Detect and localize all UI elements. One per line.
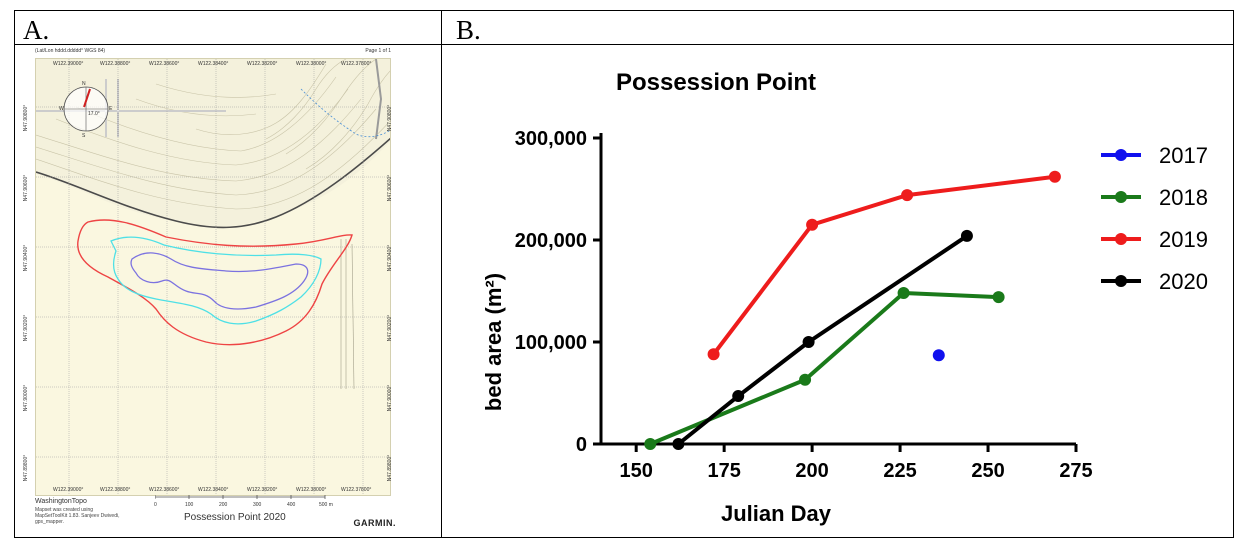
y-tick-label: 300,000	[515, 128, 587, 150]
lat-label-left: N47.90600°	[23, 174, 30, 202]
lon-label-top: W122.38400°	[198, 61, 229, 67]
data-point-2018	[992, 291, 1005, 304]
chart-title: Possession Point	[616, 69, 816, 96]
data-point-2018	[897, 287, 910, 300]
series-line-2019	[712, 174, 1056, 356]
x-axis-label: Julian Day	[721, 501, 832, 526]
lat-label-left: N47.90800°	[23, 104, 30, 132]
data-point-2018	[799, 373, 812, 386]
data-point-2019	[901, 189, 914, 202]
y-axis-label: bed area (m²)	[481, 273, 506, 411]
map-source-line: MapSetToolKit 1.83. Sanjeev Dwivedi,	[35, 513, 120, 519]
data-point-2020	[732, 390, 745, 403]
lon-label-top: W122.38600°	[149, 61, 180, 67]
panel-a-label: A.	[23, 15, 50, 45]
map-title: Possession Point 2020	[184, 512, 286, 523]
bed-outline-cyan	[110, 236, 322, 325]
x-tick-label: 225	[883, 460, 916, 482]
compass-e: E	[109, 106, 113, 112]
compass-value: 17.0°	[88, 111, 100, 117]
compass-s: S	[82, 133, 86, 139]
panel-divider	[441, 11, 442, 537]
lat-label-right: N47.89800°	[387, 454, 394, 482]
y-tick-label: 100,000	[515, 332, 587, 354]
lon-label-bottom: W122.38200°	[247, 487, 278, 493]
bed-area-chart: Possession Point 0 100,000 200,000 300,000 1…	[481, 69, 1208, 526]
lon-label-top: W122.37800°	[341, 61, 372, 67]
legend-marker-2017	[1115, 149, 1127, 161]
compass-w: W	[59, 106, 64, 112]
scale-label: 300	[253, 502, 262, 508]
x-tick-label: 150	[619, 460, 652, 482]
chart-series	[644, 170, 1061, 450]
map-canvas: N S W E 17.0°	[35, 58, 391, 496]
lon-label-top: W122.38200°	[247, 61, 278, 67]
lon-label-top: W122.38800°	[100, 61, 131, 67]
header-divider	[15, 44, 1233, 45]
lon-label-bottom: W122.38400°	[198, 487, 229, 493]
x-tick-label: 275	[1059, 460, 1092, 482]
legend-label-2017: 2017	[1159, 143, 1208, 168]
bed-outline-red	[77, 219, 353, 346]
legend-label-2020: 2020	[1159, 269, 1208, 294]
legend-label-2019: 2019	[1159, 227, 1208, 252]
shoreline	[36, 137, 390, 229]
lat-label-right: N47.90400°	[387, 244, 394, 272]
series-line-2020	[677, 234, 969, 446]
legend-marker-2018	[1115, 191, 1127, 203]
garmin-logo: GARMIN.	[353, 518, 396, 528]
compass-n: N	[82, 81, 86, 87]
lat-label-left: N47.89800°	[23, 454, 30, 482]
map-header-datum: (Lat/Lon hddd.ddddd° WGS 84)	[35, 48, 106, 54]
lon-label-bottom: W122.37800°	[341, 487, 372, 493]
scale-label: 500 m	[319, 502, 333, 508]
data-point-2019	[707, 348, 720, 361]
map-source-line: Mapset was created using	[35, 507, 94, 513]
data-point-2020	[672, 438, 685, 450]
lat-label-left: N47.90000°	[23, 384, 30, 412]
data-point-2019	[806, 218, 819, 231]
scale-label: 0	[154, 502, 157, 508]
data-point-2017	[932, 349, 945, 362]
x-tick-label: 200	[795, 460, 828, 482]
y-tick-label: 200,000	[515, 230, 587, 252]
series-line-2018	[649, 291, 999, 446]
lat-label-right: N47.90800°	[387, 104, 394, 132]
x-tick-label: 250	[971, 460, 1004, 482]
x-tick-label: 175	[707, 460, 740, 482]
lon-label-top: W122.38000°	[296, 61, 327, 67]
map-source-title: WashingtonTopo	[35, 498, 87, 505]
scale-label: 200	[219, 502, 228, 508]
lat-label-right: N47.90200°	[387, 314, 394, 342]
lon-label-bottom: W122.39000°	[53, 487, 84, 493]
data-point-2020	[802, 336, 815, 348]
map-header-page: Page 1 of 1	[365, 48, 391, 54]
lon-label-bottom: W122.38600°	[149, 487, 180, 493]
scale-label: 400	[287, 502, 296, 508]
data-point-2019	[1048, 170, 1061, 183]
data-point-2020	[960, 229, 973, 242]
data-point-2018	[644, 438, 657, 450]
panel-b-label: B.	[456, 15, 481, 45]
bed-outline-purple	[130, 252, 309, 310]
legend-marker-2019	[1115, 233, 1127, 245]
map-source-line: gps_mapper.	[35, 519, 64, 525]
scale-label: 100	[185, 502, 194, 508]
contour-lines	[36, 59, 390, 210]
scale-bar	[155, 495, 326, 499]
lat-label-left: N47.90200°	[23, 314, 30, 342]
lat-label-left: N47.90400°	[23, 244, 30, 272]
legend-label-2018: 2018	[1159, 185, 1208, 210]
lon-label-bottom: W122.38800°	[100, 487, 131, 493]
map-drawing	[36, 59, 390, 495]
topo-map: (Lat/Lon hddd.ddddd° WGS 84) Page 1 of 1	[19, 45, 408, 529]
lat-label-right: N47.90600°	[387, 174, 394, 202]
lat-label-right: N47.90000°	[387, 384, 394, 412]
legend-marker-2020	[1115, 275, 1127, 287]
compass-icon	[63, 86, 109, 132]
chart-legend: 2017 2018 2019 2020	[1101, 143, 1208, 294]
lon-label-top: W122.39000°	[53, 61, 84, 67]
lon-label-bottom: W122.38000°	[296, 487, 327, 493]
y-tick-label: 0	[576, 434, 587, 456]
